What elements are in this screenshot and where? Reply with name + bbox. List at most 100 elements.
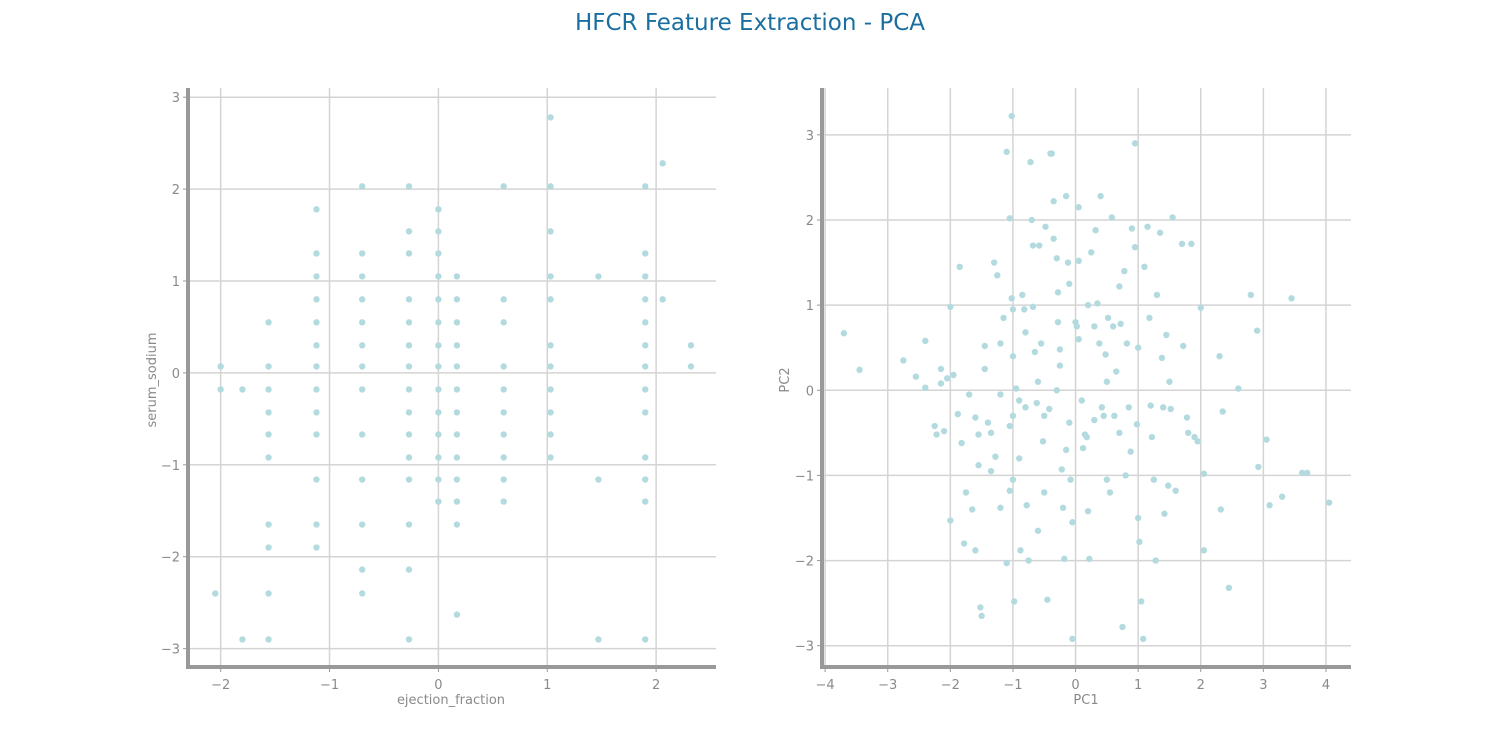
data-point	[547, 296, 554, 303]
data-point	[1159, 404, 1167, 411]
data-point	[405, 409, 413, 416]
data-point	[435, 498, 442, 505]
data-point	[960, 540, 968, 547]
data-point	[1069, 519, 1076, 526]
data-point	[1006, 215, 1014, 222]
data-point	[313, 544, 320, 551]
data-point	[1131, 244, 1139, 251]
data-point	[947, 303, 954, 311]
data-point	[1083, 433, 1091, 441]
data-point	[994, 272, 1001, 279]
data-point	[1039, 438, 1047, 445]
data-point	[975, 431, 982, 438]
data-point	[1158, 354, 1166, 362]
data-point	[405, 431, 413, 438]
data-point	[1048, 150, 1055, 157]
data-point	[1122, 472, 1129, 479]
data-point	[1116, 429, 1123, 437]
data-point	[435, 250, 442, 257]
data-point	[1278, 493, 1286, 500]
data-point	[1053, 387, 1060, 394]
data-point	[1075, 257, 1082, 265]
data-point	[313, 386, 320, 393]
data-point	[500, 363, 507, 370]
data-point	[358, 521, 366, 528]
data-point	[1103, 476, 1111, 483]
x-tick-label: 2	[652, 678, 660, 693]
data-point	[933, 431, 940, 438]
data-point	[1263, 436, 1270, 443]
data-point	[1125, 404, 1132, 411]
data-point	[958, 439, 965, 447]
y-axis-label: serum_sodium	[145, 332, 160, 427]
data-point	[972, 547, 979, 554]
data-point	[217, 386, 224, 393]
data-point	[1121, 267, 1128, 275]
data-point	[358, 386, 366, 393]
data-point	[1016, 455, 1023, 462]
x-tick-label: 0	[434, 678, 442, 693]
data-point	[1058, 466, 1065, 473]
data-point	[1247, 291, 1255, 299]
data-point	[1133, 421, 1141, 428]
data-point	[1025, 557, 1032, 564]
data-point	[1019, 291, 1026, 299]
data-point	[435, 409, 442, 416]
data-point	[972, 414, 979, 421]
x-tick-label: 4	[1322, 678, 1330, 693]
data-point	[1134, 514, 1142, 522]
data-point	[856, 366, 863, 374]
data-point	[975, 462, 982, 469]
data-point	[435, 273, 442, 280]
data-point	[1006, 422, 1014, 430]
data-point	[1028, 216, 1035, 224]
data-point	[1108, 214, 1116, 221]
data-point	[405, 342, 413, 349]
data-point	[642, 636, 649, 643]
data-point	[990, 259, 998, 266]
data-point	[1087, 249, 1095, 256]
data-point	[1235, 385, 1242, 392]
data-point	[313, 409, 320, 416]
data-point	[547, 386, 554, 393]
x-tick-label: −1	[1003, 678, 1022, 693]
data-point	[1183, 414, 1191, 421]
data-point	[642, 363, 649, 370]
data-point	[1097, 192, 1104, 200]
data-point	[978, 612, 985, 620]
data-point	[358, 431, 366, 438]
data-point	[358, 250, 366, 257]
data-point	[547, 431, 554, 438]
data-point	[453, 363, 461, 370]
data-point	[1152, 557, 1159, 564]
data-point	[1036, 242, 1043, 249]
data-point	[1255, 463, 1262, 471]
data-point	[1161, 510, 1168, 517]
data-point	[1185, 429, 1192, 437]
x-tick-label: 3	[1259, 678, 1267, 693]
data-point	[1033, 399, 1040, 407]
x-tick-label: 1	[1134, 678, 1142, 693]
data-point	[1064, 259, 1072, 266]
data-point	[1298, 469, 1306, 477]
data-point	[1103, 378, 1111, 385]
data-point	[265, 590, 272, 597]
data-point	[992, 453, 999, 460]
data-point	[547, 228, 554, 235]
data-point	[453, 342, 461, 349]
data-point	[1056, 346, 1064, 353]
data-point	[1053, 255, 1060, 262]
data-point	[1022, 329, 1029, 336]
data-point	[1167, 405, 1174, 413]
data-point	[1066, 280, 1073, 288]
data-point	[405, 363, 413, 370]
data-point	[642, 342, 649, 349]
data-point	[642, 454, 649, 461]
data-point	[642, 498, 649, 505]
data-point	[453, 409, 461, 416]
data-point	[1134, 344, 1142, 351]
data-point	[435, 363, 442, 370]
data-point	[1127, 448, 1134, 455]
data-point	[1098, 404, 1106, 411]
data-point	[642, 296, 649, 303]
